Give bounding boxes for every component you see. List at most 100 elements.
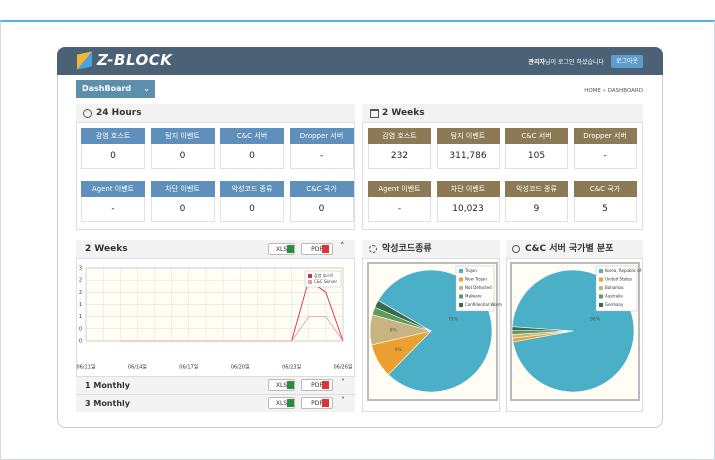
bug-icon: [369, 245, 377, 253]
pdf-label: PDF: [311, 400, 323, 407]
y-tick-label: 2: [79, 290, 82, 296]
legend-swatch: [599, 303, 603, 307]
pdf-icon: [322, 381, 329, 389]
card-header: Agent 이벤트: [368, 181, 431, 197]
line-series: [120, 316, 344, 342]
card-value: 232: [368, 144, 431, 169]
dropdown-label: DashBoard: [82, 84, 132, 93]
legend-swatch: [599, 277, 603, 282]
card-value: 105: [505, 144, 568, 169]
breadcrumb: HOME » DASHBOARD: [584, 88, 643, 94]
user-name: 관리자: [528, 59, 545, 66]
xls-icon: [287, 245, 294, 253]
globe-icon: [512, 245, 520, 253]
calendar-icon: [370, 109, 379, 118]
card-value: 0: [289, 197, 354, 222]
pie-slice: [374, 300, 432, 332]
legend-swatch: [459, 303, 463, 307]
header-bar: [57, 47, 663, 75]
dropdown-caret: ⌄: [143, 84, 150, 93]
legend-label: United States: [605, 277, 632, 282]
legend-label: Korea, Republic of: [605, 268, 642, 273]
card-header: 탐지 이벤트: [150, 128, 215, 144]
x-tick-label: 06/23일: [282, 364, 301, 371]
card-value: -: [289, 144, 354, 169]
card-header: Dropper 서버: [289, 128, 354, 144]
login-message: 관리자님이 로그인 하셨습니다: [480, 57, 604, 66]
legend-label: Confidential Worm: [465, 302, 502, 307]
panel-title: C&C 서버 국가별 분포: [525, 244, 614, 254]
card-header: C&C 국가: [289, 181, 354, 197]
logo: Z-BLOCK: [97, 51, 173, 69]
legend-label: Malware: [465, 294, 482, 299]
x-tick-label: 06/26일: [333, 364, 352, 371]
card-header: Agent 이벤트: [81, 181, 145, 197]
xls-icon: [287, 381, 294, 389]
pdf-icon: [322, 399, 329, 407]
legend-swatch: [459, 269, 463, 273]
xls-label: XLS: [275, 400, 288, 407]
y-tick-label: 1: [79, 314, 82, 320]
collapse-caret[interactable]: ˄: [340, 242, 345, 252]
card-header: 감염 호스트: [81, 128, 145, 144]
expand-caret[interactable]: ˅: [341, 396, 345, 405]
card-value: 0: [150, 197, 215, 222]
legend-label: C&C Server: [314, 279, 337, 284]
panel-header: 2 Weeks: [362, 104, 643, 123]
y-tick-label: 0: [79, 326, 82, 332]
pie-slice: [511, 326, 574, 332]
card-header: C&C 서버: [505, 128, 568, 144]
panel-header: 24 Hours: [76, 104, 355, 123]
legend-swatch: [459, 277, 463, 282]
legend-label: Australia: [605, 294, 623, 299]
clock-icon: [83, 109, 92, 118]
card-value: 311,786: [436, 144, 500, 169]
card-value: -: [573, 144, 637, 169]
legend-swatch: [459, 294, 463, 299]
legend-swatch: [308, 274, 312, 278]
pdf-icon: [322, 245, 329, 253]
xls-icon: [287, 399, 294, 407]
card-value: 0: [150, 144, 215, 169]
panel-title: 24 Hours: [96, 108, 142, 118]
card-header: Dropper 서버: [573, 128, 637, 144]
y-tick-label: 1: [79, 302, 82, 308]
card-header: 악성코드 종류: [220, 181, 284, 197]
card-header: 악성코드 종류: [505, 181, 568, 197]
legend-label: Not Detected: [465, 285, 492, 290]
card-value: 10,023: [436, 197, 500, 222]
card-header: 감염 호스트: [368, 128, 431, 144]
legend-swatch: [308, 280, 312, 284]
card-value: 9: [505, 197, 568, 222]
y-tick-label: 0: [79, 339, 82, 345]
legend-swatch: [599, 269, 603, 273]
legend-label: New Trojan: [465, 277, 487, 282]
xls-label: XLS: [275, 246, 288, 253]
x-tick-label: 06/14일: [128, 364, 147, 371]
logout-button[interactable]: 로그아웃: [611, 55, 643, 68]
xls-label: XLS: [275, 382, 288, 389]
pdf-label: PDF: [311, 246, 323, 253]
dashboard-dropdown[interactable]: DashBoard ⌄: [76, 80, 155, 98]
x-tick-label: 06/20일: [231, 364, 250, 371]
slice-label: 8%: [390, 328, 398, 334]
panel-header: C&C 서버 국가별 분포: [506, 240, 643, 259]
y-tick-label: 2: [79, 278, 82, 284]
slice-label: 96%: [590, 317, 601, 323]
slice-label: 79%: [448, 317, 459, 323]
panel-header: 악성코드종류: [362, 240, 500, 259]
card-value: 0: [81, 144, 145, 169]
legend-label: 감염 호스트: [314, 272, 334, 278]
card-value: -: [368, 197, 431, 222]
expand-caret[interactable]: ˅: [341, 378, 345, 387]
legend-swatch: [599, 286, 603, 290]
panel-title: 악성코드종류: [382, 244, 432, 254]
pdf-label: PDF: [311, 382, 323, 389]
legend-label: Germany: [605, 302, 624, 307]
card-header: 차단 이벤트: [436, 181, 500, 197]
legend-box: [304, 270, 342, 288]
login-text: 님이 로그인 하셨습니다: [544, 59, 604, 66]
legend-label: Bahamas: [605, 285, 624, 290]
